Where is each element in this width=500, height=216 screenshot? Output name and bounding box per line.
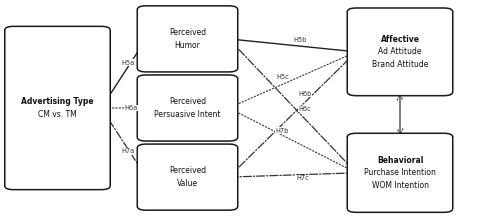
FancyBboxPatch shape xyxy=(5,26,110,190)
Text: H7b: H7b xyxy=(276,128,289,134)
Text: H7a: H7a xyxy=(121,148,134,154)
Text: CM vs. TM: CM vs. TM xyxy=(38,110,77,119)
Text: WOM Intention: WOM Intention xyxy=(372,181,428,190)
Text: Perceived: Perceived xyxy=(169,166,206,175)
Text: H7c: H7c xyxy=(296,175,309,181)
Text: H5c: H5c xyxy=(276,74,289,80)
Text: H6c: H6c xyxy=(298,106,312,112)
Text: H6b: H6b xyxy=(298,91,312,97)
Text: Ad Attitude: Ad Attitude xyxy=(378,47,422,56)
FancyBboxPatch shape xyxy=(137,144,238,210)
Text: Value: Value xyxy=(177,179,198,188)
Text: Humor: Humor xyxy=(174,41,201,50)
Text: Purchase Intention: Purchase Intention xyxy=(364,168,436,177)
Text: Advertising Type: Advertising Type xyxy=(21,97,94,106)
Text: H5a: H5a xyxy=(121,60,134,66)
FancyBboxPatch shape xyxy=(137,75,238,141)
Text: H5b: H5b xyxy=(294,37,306,43)
FancyBboxPatch shape xyxy=(137,6,238,72)
Text: Perceived: Perceived xyxy=(169,97,206,106)
Text: Persuasive Intent: Persuasive Intent xyxy=(154,110,221,119)
Text: Brand Attitude: Brand Attitude xyxy=(372,60,428,69)
Text: Behavioral: Behavioral xyxy=(377,156,423,165)
FancyBboxPatch shape xyxy=(347,8,453,96)
Text: Affective: Affective xyxy=(380,35,420,44)
Text: H6a: H6a xyxy=(124,105,138,111)
Text: Perceived: Perceived xyxy=(169,28,206,37)
FancyBboxPatch shape xyxy=(347,133,453,212)
